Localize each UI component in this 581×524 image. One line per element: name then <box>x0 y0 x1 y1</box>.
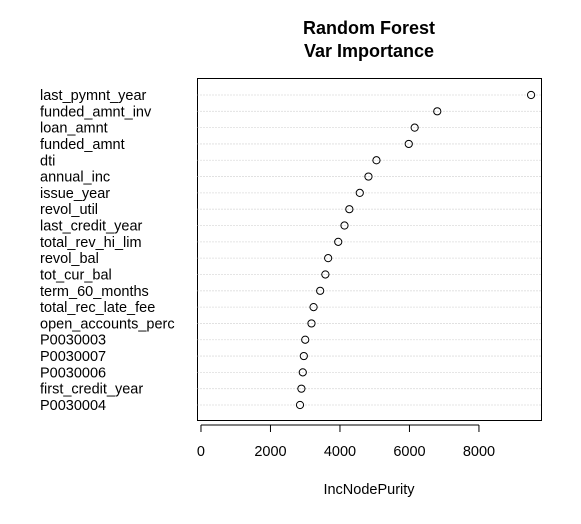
x-ticks-layer: 0 2000 4000 6000 8000 <box>197 425 495 460</box>
data-point <box>526 90 536 100</box>
category-label: last_credit_year <box>40 219 143 235</box>
category-label: first_credit_year <box>40 382 143 398</box>
data-point <box>404 139 413 149</box>
x-axis-label: IncNodePurity <box>323 482 415 498</box>
category-label: P0030006 <box>40 365 106 381</box>
category-label: total_rev_hi_lim <box>40 235 142 251</box>
x-tick-label: 8000 <box>463 444 495 460</box>
data-point <box>307 319 316 328</box>
data-point <box>433 107 442 116</box>
data-point <box>297 384 306 393</box>
category-label: issue_year <box>40 186 110 202</box>
category-label: funded_amnt_inv <box>40 104 152 120</box>
data-point <box>345 205 354 214</box>
data-point <box>355 188 364 197</box>
data-point <box>295 400 305 410</box>
data-point <box>298 368 307 377</box>
data-point <box>316 286 325 295</box>
data-point <box>334 237 343 246</box>
category-label: loan_amnt <box>40 121 108 137</box>
points-layer <box>295 90 536 410</box>
x-tick-label: 2000 <box>254 444 286 460</box>
data-point <box>364 172 373 181</box>
category-label: total_rec_late_fee <box>40 300 155 316</box>
category-label: open_accounts_perc <box>40 316 175 332</box>
category-label: revol_util <box>40 202 98 218</box>
category-label: last_pymnt_year <box>40 88 147 104</box>
category-label: tot_cur_bal <box>40 267 112 283</box>
category-label: term_60_months <box>40 284 149 300</box>
category-label: P0030003 <box>40 333 106 349</box>
x-tick-label: 0 <box>197 444 205 460</box>
category-label: dti <box>40 153 55 169</box>
category-label: P0030004 <box>40 398 106 414</box>
data-point <box>309 303 318 312</box>
chart-title: Random Forest <box>303 18 435 38</box>
category-label: P0030007 <box>40 349 106 365</box>
x-tick-label: 6000 <box>393 444 425 460</box>
data-point <box>340 221 349 230</box>
data-point <box>299 351 308 361</box>
plot-frame <box>197 78 542 421</box>
x-tick-label: 4000 <box>324 444 356 460</box>
labels-layer: last_pymnt_yearfunded_amnt_invloan_amntf… <box>40 88 175 414</box>
data-point <box>410 123 419 132</box>
data-point <box>372 156 381 165</box>
category-label: annual_inc <box>40 170 110 186</box>
data-point <box>321 270 330 279</box>
category-label: funded_amnt <box>40 137 125 153</box>
grid-layer <box>197 94 542 406</box>
chart-subtitle: Var Importance <box>304 41 434 61</box>
category-label: revol_bal <box>40 251 99 267</box>
data-point <box>301 335 310 344</box>
data-point <box>324 254 333 263</box>
